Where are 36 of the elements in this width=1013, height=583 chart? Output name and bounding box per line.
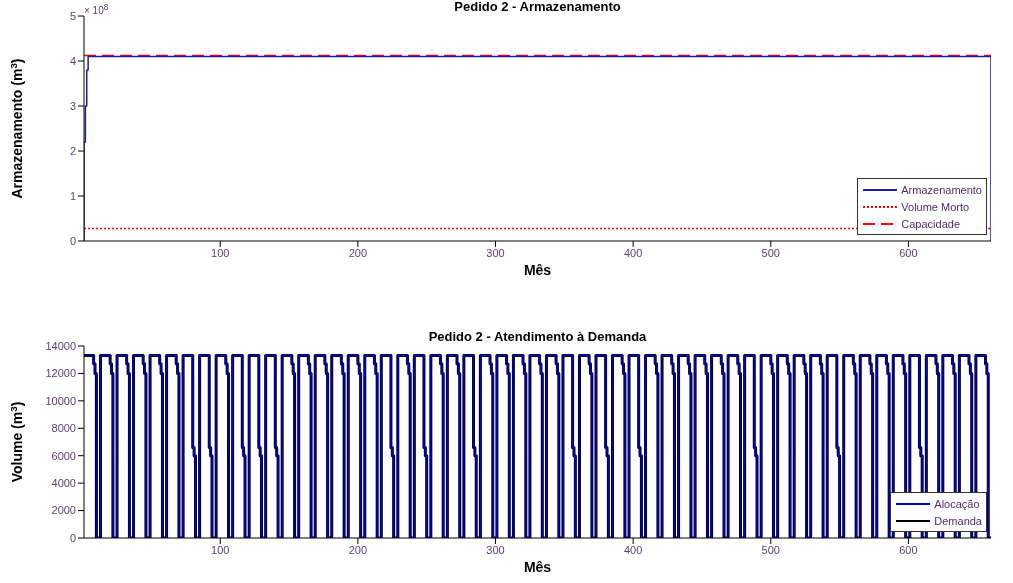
x-tick-label: 500 [761,246,780,259]
x-tick-label: 600 [899,246,918,259]
y-tick-label: 2 [69,144,76,157]
x-tick-label: 300 [486,246,505,259]
x-tick-label: 300 [486,543,505,556]
x-axis-title: Mês [523,262,552,278]
y-tick-label: 10000 [45,394,76,407]
y-tick-label: 4 [69,54,76,67]
y-tick-label: 1 [69,189,76,202]
y-tick-label: 14000 [45,339,76,352]
x-tick-label: 600 [899,543,918,556]
x-tick-label: 400 [623,543,643,556]
y-tick-label: 4000 [51,477,76,490]
legend-label: Demanda [934,514,982,527]
y-tick-label: 2000 [51,504,76,517]
x-tick-label: 100 [211,543,230,556]
x-tick-label: 100 [211,246,230,259]
x-tick-label: 400 [623,246,643,259]
legend-label: Capacidade [901,217,960,230]
chart-title: Pedido 2 - Armazenamento [454,0,621,14]
x-tick-label: 200 [348,246,368,259]
legend-label: Alocação [934,497,980,510]
y-tick-label: 0 [69,531,76,544]
y-tick-label: 3 [69,99,76,112]
y-tick-label: 6000 [51,449,76,462]
legend-label: Volume Morto [901,200,970,213]
legend-label: Armazenamento [901,183,982,196]
x-tick-label: 500 [761,543,780,556]
y-tick-label: 5 [69,9,76,22]
y-tick-label: 12000 [45,367,76,380]
x-axis-title: Mês [523,559,552,575]
y-tick-label: 8000 [51,422,76,435]
x-tick-label: 200 [348,543,368,556]
annotation: × 10$^{8}$ [84,2,109,17]
y-tick-label: 0 [69,234,76,247]
chart-title: Pedido 2 - Atendimento à Demanda [428,329,647,344]
